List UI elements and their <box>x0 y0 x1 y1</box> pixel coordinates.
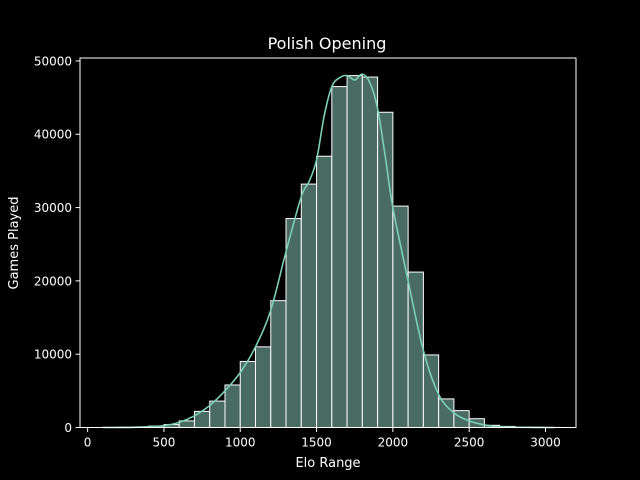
histogram-bar <box>255 346 272 429</box>
y-tick-label: 20000 <box>34 274 72 288</box>
x-tick-label: 1500 <box>301 436 332 450</box>
y-tick-label: 40000 <box>34 128 72 142</box>
y-tick-label: 0 <box>64 421 72 435</box>
x-tick-label: 1000 <box>225 436 256 450</box>
y-tick-label: 10000 <box>34 348 72 362</box>
histogram-bar <box>392 205 409 428</box>
bars-group <box>102 75 562 429</box>
histogram-bar <box>361 76 379 429</box>
x-tick-label: 0 <box>84 436 92 450</box>
x-axis-label: Elo Range <box>295 456 360 471</box>
x-tick-label: 2000 <box>378 436 409 450</box>
histogram-bar <box>453 410 470 429</box>
histogram-bar <box>209 400 226 429</box>
y-tick-label: 30000 <box>34 201 72 215</box>
histogram-bar <box>331 86 348 429</box>
histogram-bar <box>316 155 333 428</box>
chart-title: Polish Opening <box>268 34 387 53</box>
x-tick-label: 500 <box>152 436 175 450</box>
histogram-bar <box>285 218 302 428</box>
histogram-bar <box>239 361 257 428</box>
histogram-bar <box>300 183 318 428</box>
kde-curve <box>102 73 555 429</box>
x-axis-ticks: 0 500 1000 1500 2000 2500 3000 <box>84 427 561 450</box>
y-axis-ticks: 0 10000 20000 30000 40000 50000 <box>34 54 80 435</box>
y-tick-label: 50000 <box>34 54 72 68</box>
y-axis-label: Games Played <box>7 197 22 290</box>
x-tick-label: 3000 <box>530 436 561 450</box>
histogram-bar <box>224 384 241 429</box>
histogram-bar <box>438 398 455 429</box>
histogram-bar <box>270 300 287 429</box>
histogram-bar <box>346 75 363 428</box>
plot-frame <box>79 57 577 428</box>
x-tick-label: 2500 <box>454 436 485 450</box>
